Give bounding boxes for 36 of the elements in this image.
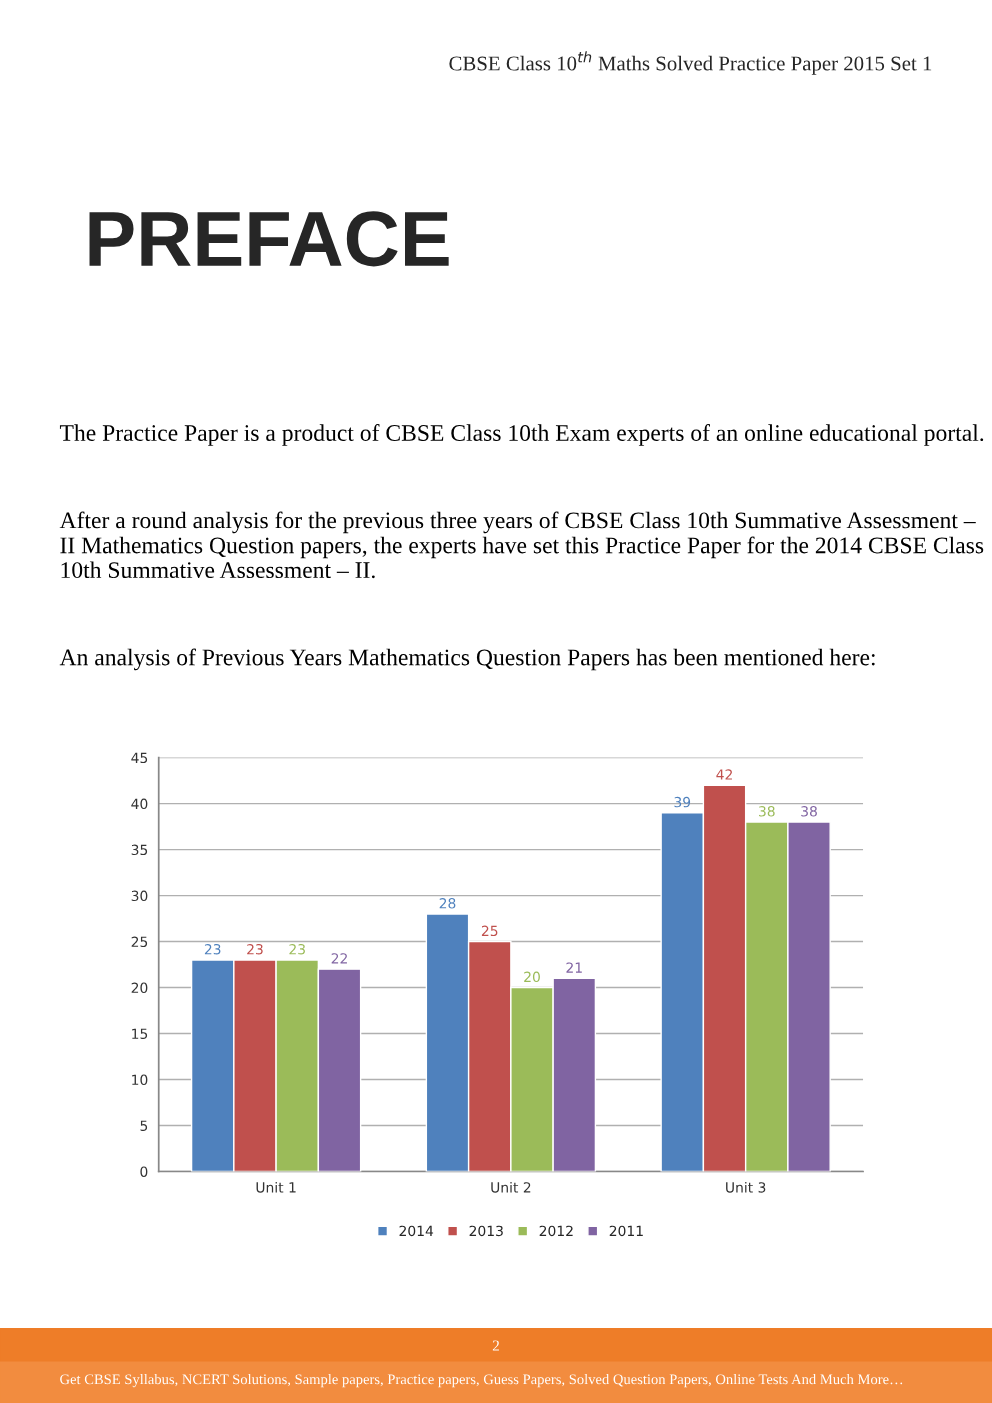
y-tick-label: 40 (131, 798, 148, 810)
y-tick-label: 30 (131, 890, 148, 902)
data-label: 42 (716, 769, 732, 780)
x-tick-label: Unit 2 (491, 1181, 531, 1193)
x-tick-label: Unit 1 (256, 1181, 296, 1193)
data-label: 23 (289, 943, 305, 955)
text: The Practice Paper is a product of CBSE Class 10th Exam experts of an online educational portal. (59, 424, 984, 446)
y-tick-label: 5 (140, 1120, 148, 1131)
legend-label: 2012 (539, 1225, 573, 1237)
text: An analysis of Previous Years Mathematics Question Papers has been mentioned here: (59, 648, 875, 671)
data-label: 20 (524, 971, 540, 983)
x-tick-label: Unit 3 (726, 1181, 766, 1193)
legend-label: 2014 (399, 1225, 434, 1237)
legend-label: 2011 (609, 1225, 643, 1237)
data-label: 38 (759, 806, 775, 817)
chart-title: PREFACE (89, 211, 449, 267)
y-tick-label: 20 (131, 982, 148, 994)
chart-subtitle: CBSE Class 10$^{th}$ Maths Solved Practice Paper 2015 Set 1 (449, 51, 932, 75)
data-label: 23 (204, 943, 221, 955)
text: 2 (492, 1340, 499, 1351)
data-label: 23 (247, 943, 263, 955)
y-tick-label: 35 (131, 844, 148, 856)
y-tick-label: 0 (140, 1166, 148, 1177)
y-tick-label: 25 (131, 936, 148, 948)
data-label: 39 (674, 796, 691, 808)
data-label: 22 (331, 953, 347, 964)
data-label: 38 (801, 806, 817, 817)
text: Get CBSE Syllabus, NCERT Solutions, Sample papers, Practice papers, Guess Papers, Solved Question Papers, Online Tests And Much More… (60, 1373, 903, 1388)
data-label: 25 (481, 925, 498, 937)
y-tick-label: 15 (132, 1028, 148, 1040)
legend-label: 2013 (469, 1225, 503, 1237)
y-tick-label: 45 (131, 752, 148, 764)
data-label: 28 (439, 898, 456, 909)
data-label: 21 (566, 962, 582, 973)
text: After a round analysis for the previous three years of CBSE Class 10th Summative Assessment – II Mathematics Question papers, the experts have set this Practice Paper for the 2014 CBSE Class 10th Summative Assessment – II. (59, 511, 984, 579)
y-tick-label: 10 (132, 1074, 148, 1085)
